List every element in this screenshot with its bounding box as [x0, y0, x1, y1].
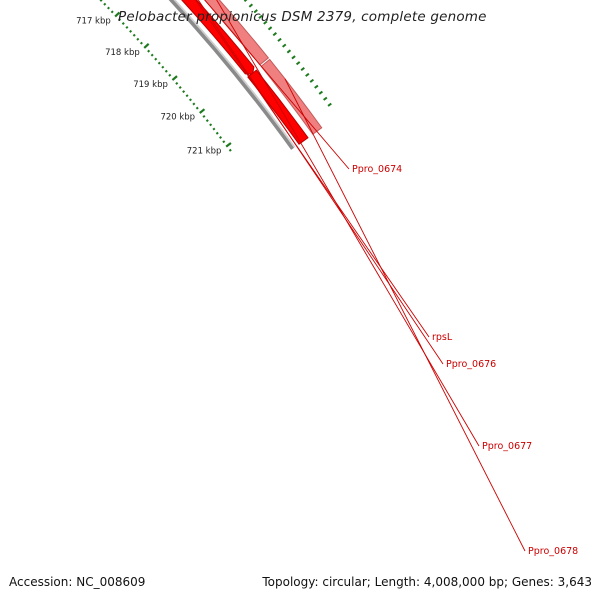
gene-label: Ppro_0674 [352, 164, 402, 175]
outer-ruler-tick [318, 90, 323, 95]
gene-label: rpsL [432, 332, 453, 343]
kbp-minor-tick [99, 0, 103, 2]
kbp-minor-tick [125, 25, 129, 29]
gene-label: Ppro_0678 [528, 546, 578, 557]
gene-leader-line [216, 0, 480, 447]
gene-features [181, 0, 323, 145]
outer-ruler-tick [291, 55, 296, 60]
kbp-minor-tick [188, 98, 192, 102]
kbp-minor-tick [192, 102, 196, 106]
kbp-minor-tick [215, 131, 219, 135]
outer-ruler-tick [258, 14, 263, 19]
gene-label: Ppro_0677 [482, 441, 532, 452]
outer-ruler-tick [282, 43, 287, 48]
kbp-minor-tick [222, 140, 226, 144]
outer-ruler-tick [300, 67, 305, 72]
kbp-minor-tick [202, 114, 206, 118]
genome-backbone [168, 0, 296, 150]
kbp-tick-label: 718 kbp [105, 48, 140, 58]
outer-ruler-tick [248, 3, 254, 8]
kbp-minor-tick [139, 41, 143, 45]
kbp-major-tick [143, 43, 150, 49]
outer-ruler-tick [272, 32, 277, 37]
outer-ruler-tick [253, 9, 258, 14]
map-title: Pelobacter propionicus DSM 2379, complet… [118, 9, 487, 25]
gene-leader-line [204, 0, 350, 170]
kbp-minor-tick [121, 22, 125, 26]
kbp-minor-tick [157, 61, 161, 65]
kbp-minor-tick [118, 18, 122, 22]
outer-ruler-tick [295, 61, 301, 66]
kbp-major-tick [114, 11, 121, 18]
kbp-minor-tick [154, 57, 158, 61]
backbone-line [168, 0, 294, 150]
pink-feature-band-3 [260, 58, 323, 135]
kbp-minor-tick [136, 37, 140, 41]
kbp-ruler: 712 kbp713 kbp714 kbp715 kbp716 kbp717 k… [76, 0, 332, 156]
kbp-minor-tick [132, 33, 136, 37]
kbp-minor-tick [110, 10, 114, 14]
kbp-major-tick [199, 108, 206, 114]
kbp-minor-tick [209, 123, 213, 127]
kbp-minor-tick [219, 136, 223, 139]
outer-ruler-tick [267, 26, 273, 31]
kbp-minor-tick [150, 53, 154, 57]
kbp-minor-tick [107, 6, 110, 10]
kbp-minor-tick [205, 119, 209, 123]
pink-feature-band-2 [204, 0, 270, 66]
outer-ruler-tick [309, 78, 315, 83]
outer-ruler-tick [314, 84, 319, 89]
accession-text: Accession: NC_008609 [9, 575, 146, 589]
kbp-minor-tick [185, 94, 189, 98]
outer-ruler-tick [243, 0, 248, 2]
kbp-tick-label: 717 kbp [76, 17, 111, 27]
kbp-minor-tick [228, 148, 232, 152]
gene-leader-line [197, 0, 444, 365]
genome-summary-text: Topology: circular; Length: 4,008,000 bp… [262, 575, 592, 589]
kbp-minor-tick [182, 90, 186, 94]
outer-ruler-tick [277, 37, 282, 42]
kbp-minor-tick [175, 81, 179, 85]
outer-ruler-tick [323, 96, 328, 101]
kbp-tick-label: 719 kbp [133, 80, 168, 90]
outer-ruler-tick [305, 72, 310, 77]
kbp-minor-tick [168, 73, 172, 77]
gene-leader-line [284, 78, 526, 552]
gene-label-layer: Ppro_0674 rpsL Ppro_0676 Ppro_0677 Ppro_0678 [195, 0, 578, 557]
kbp-tick-label: 720 kbp [160, 113, 195, 123]
kbp-tick-label: 721 kbp [187, 146, 222, 156]
outer-ruler-tick [327, 102, 332, 107]
outer-ruler-tick [286, 49, 292, 54]
kbp-minor-tick [164, 69, 168, 73]
kbp-minor-tick [161, 65, 165, 69]
kbp-minor-tick [212, 127, 216, 131]
kbp-minor-tick [103, 2, 107, 6]
kbp-major-tick [171, 75, 178, 81]
kbp-minor-tick [147, 49, 151, 53]
kbp-minor-tick [129, 29, 133, 33]
outer-ruler-tick [263, 20, 268, 25]
gene-label: Ppro_0676 [446, 359, 496, 370]
kbp-major-tick [225, 142, 232, 148]
kbp-minor-tick [195, 106, 199, 110]
kbp-minor-tick [178, 86, 182, 89]
